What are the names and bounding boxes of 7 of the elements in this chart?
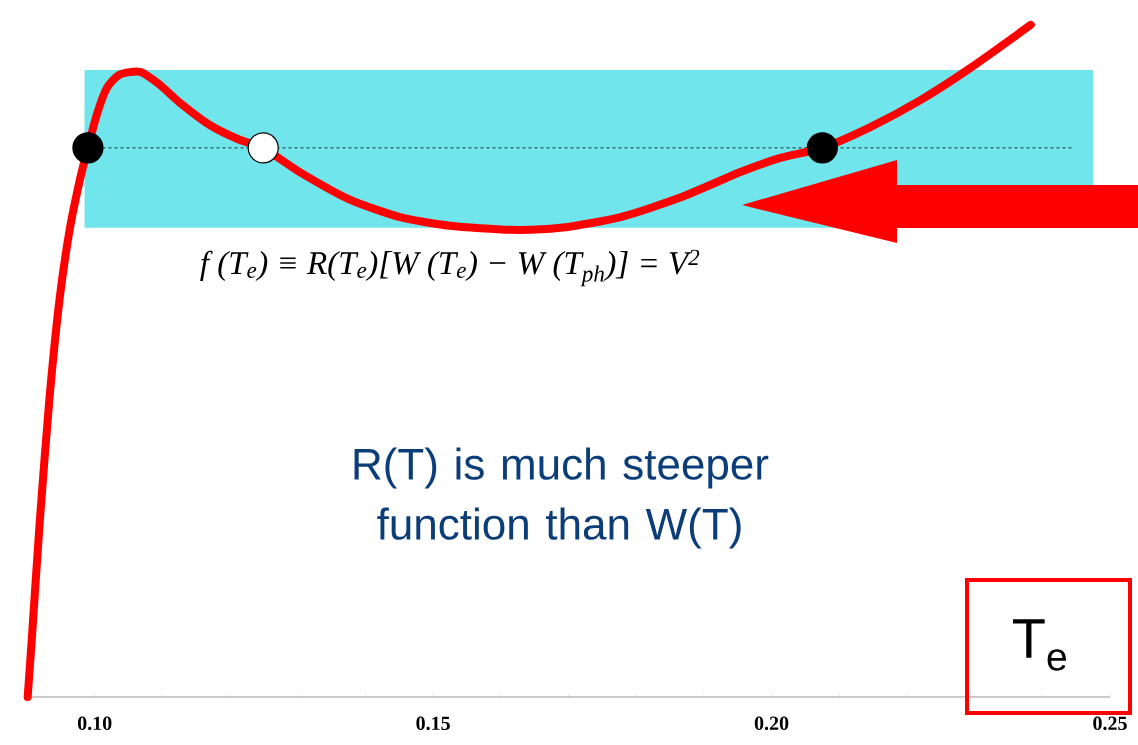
text: f (T$_{e}$) ≡ R(T$_{e}$)[W (T$_{e}$) − W (T$_{ph}$)] = V$^{2}$ (200, 249, 700, 287)
x-tick-label: 0.10 (77, 716, 112, 731)
x-tick-label: 0.15 (416, 716, 450, 731)
x-tick-label: 0.20 (754, 716, 789, 731)
x-axis-title: T$_{e}$ (1013, 619, 1067, 671)
annotation: R(T) is much steeper function than W(T) (354, 447, 769, 549)
x-tick-label: 0.25 (1093, 716, 1127, 731)
